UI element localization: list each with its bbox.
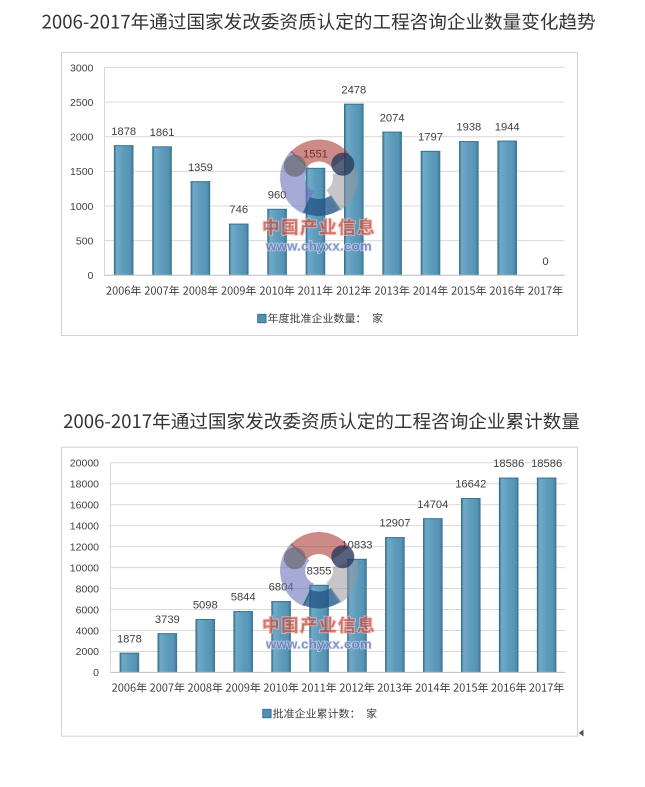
svg-text:2500: 2500 (70, 97, 94, 109)
svg-text:16642: 16642 (455, 479, 486, 491)
svg-text:18586: 18586 (531, 458, 562, 470)
svg-text:5844: 5844 (231, 592, 256, 604)
svg-text:1878: 1878 (117, 633, 142, 645)
svg-text:3000: 3000 (70, 62, 94, 74)
svg-text:0: 0 (93, 667, 99, 679)
svg-text:5098: 5098 (193, 600, 218, 612)
svg-text:8000: 8000 (76, 583, 100, 595)
svg-text:www.chyxx.com: www.chyxx.com (265, 636, 372, 651)
svg-text:0: 0 (542, 256, 548, 268)
svg-text:14704: 14704 (417, 499, 448, 511)
svg-text:1878: 1878 (111, 126, 136, 138)
svg-text:16000: 16000 (70, 500, 99, 512)
svg-text:0: 0 (88, 270, 94, 282)
svg-text:12000: 12000 (70, 541, 99, 553)
svg-text:www.chyxx.com: www.chyxx.com (265, 239, 372, 254)
svg-text:1000: 1000 (70, 201, 94, 213)
svg-text:1500: 1500 (70, 166, 94, 178)
svg-text:12907: 12907 (379, 518, 410, 530)
svg-text:3739: 3739 (155, 614, 180, 626)
svg-text:500: 500 (76, 235, 94, 247)
svg-text:8355: 8355 (307, 565, 332, 577)
svg-text:1359: 1359 (188, 162, 213, 174)
svg-text:20000: 20000 (70, 458, 99, 470)
svg-text:1944: 1944 (495, 121, 520, 133)
svg-text:18000: 18000 (70, 479, 99, 491)
svg-text:18586: 18586 (493, 458, 524, 470)
svg-text:746: 746 (229, 204, 248, 216)
svg-text:10000: 10000 (70, 562, 99, 574)
svg-text:2000: 2000 (76, 646, 100, 658)
svg-text:2074: 2074 (380, 112, 405, 124)
svg-text:1938: 1938 (456, 122, 481, 134)
svg-text:2478: 2478 (341, 84, 366, 96)
svg-text:960: 960 (268, 189, 287, 201)
svg-text:6000: 6000 (76, 604, 100, 616)
svg-text:14000: 14000 (70, 520, 99, 532)
svg-text:1797: 1797 (418, 131, 443, 143)
svg-text:2000: 2000 (70, 132, 94, 144)
svg-text:1861: 1861 (150, 127, 175, 139)
svg-text:4000: 4000 (76, 625, 100, 637)
